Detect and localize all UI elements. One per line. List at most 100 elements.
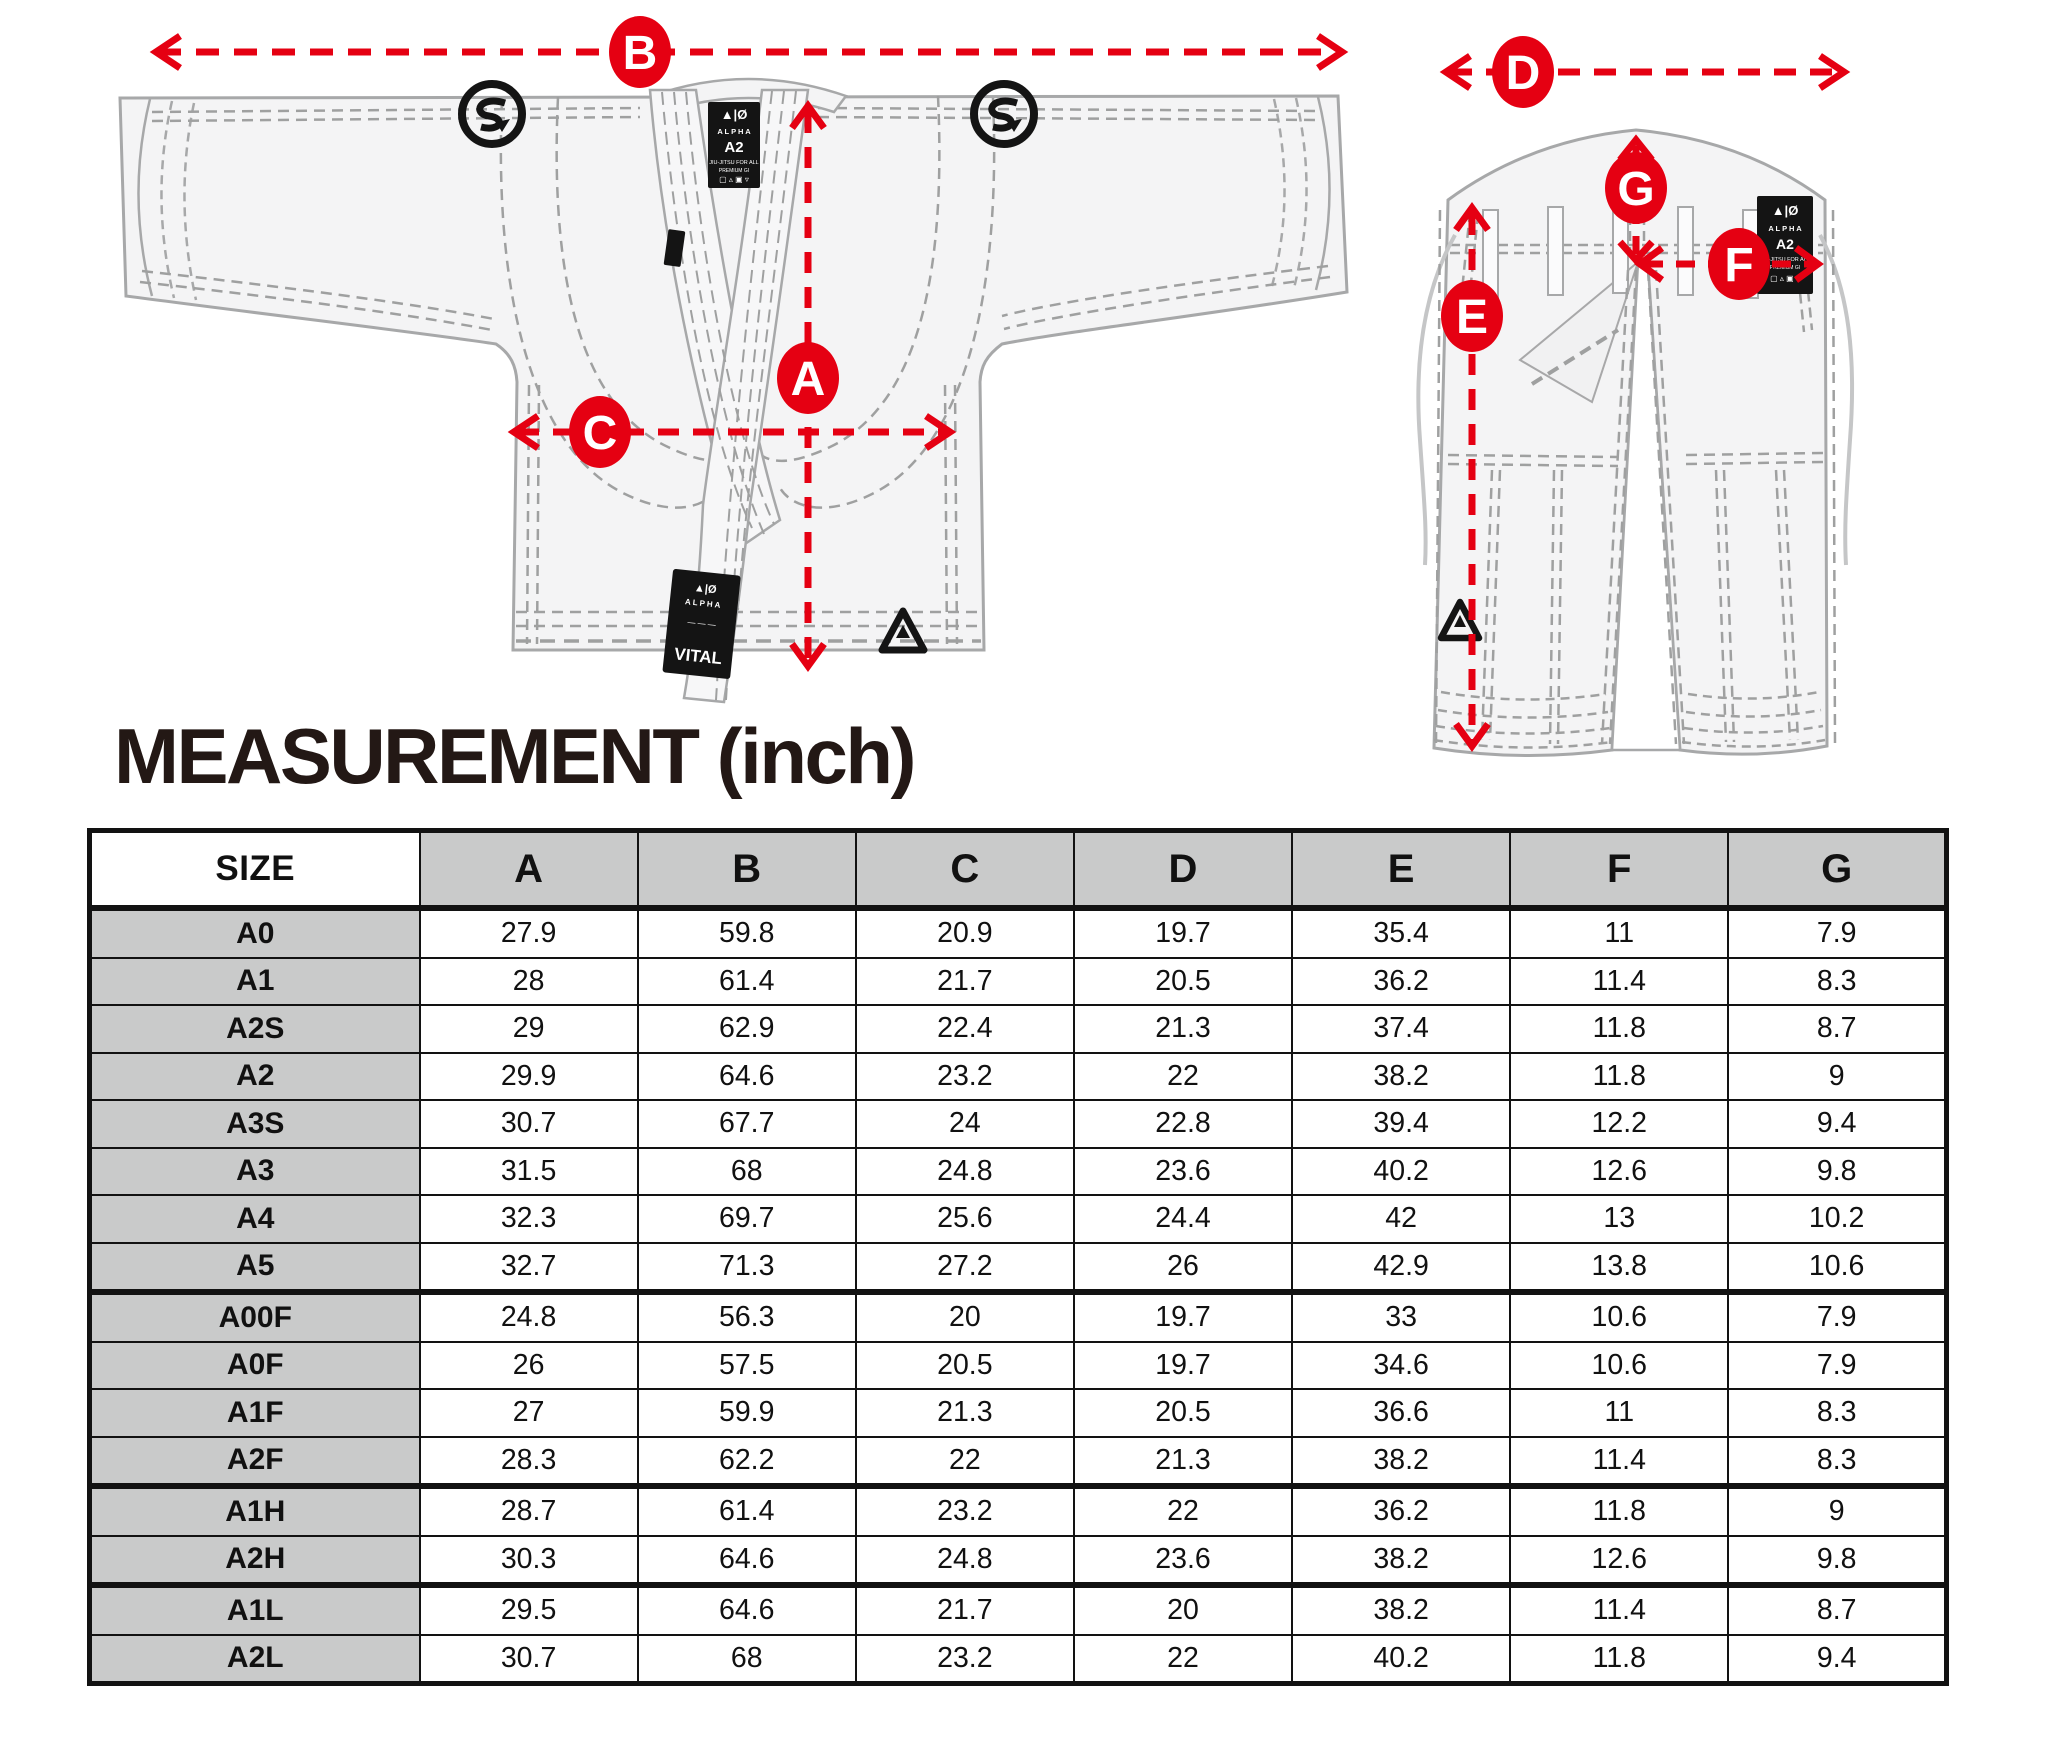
value-cell-D: 22 [1072, 1633, 1294, 1685]
value-cell-C: 20 [854, 1289, 1075, 1343]
value-cell-B: 68 [636, 1146, 857, 1196]
value-cell-C: 22 [854, 1435, 1075, 1487]
value-cell-E: 39.4 [1291, 1099, 1512, 1149]
collar-tag-line2: PREMIUM GI [719, 168, 749, 174]
table-row-A00F: A00F 24.8 56.3 20 19.7 33 10.6 7.9 [88, 1289, 1948, 1343]
value-cell-F: 13 [1509, 1194, 1730, 1244]
pants-tag-line2: PREMIUM GI [1770, 265, 1800, 271]
table-row-A1H: A1H 28.7 61.4 23.2 22 36.2 11.8 9 [88, 1483, 1948, 1537]
jacket-triangle-logo [878, 607, 928, 654]
gusset-seam [1530, 328, 1620, 386]
value-cell-A: 28 [418, 956, 639, 1006]
value-cell-C: 23.2 [854, 1051, 1075, 1101]
pants-stitches [1434, 209, 1837, 745]
marker-g: G [1605, 152, 1667, 224]
size-cell: A2H [88, 1534, 421, 1586]
table-row-A1F: A1F 27 59.9 21.3 20.5 36.6 11 8.3 [88, 1388, 1948, 1438]
marker-f: F [1708, 228, 1770, 300]
value-cell-G: 9.4 [1727, 1633, 1948, 1685]
value-cell-C: 24.8 [854, 1146, 1075, 1196]
marker-a: A [777, 342, 839, 414]
value-cell-G: 8.7 [1727, 1004, 1948, 1054]
value-cell-E: 42.9 [1291, 1241, 1512, 1293]
table-row-A3: A3 31.5 68 24.8 23.6 40.2 12.6 9.8 [88, 1146, 1948, 1196]
value-cell-B: 68 [636, 1633, 857, 1685]
value-cell-E: 38.2 [1291, 1435, 1512, 1487]
value-cell-B: 64.6 [636, 1582, 857, 1636]
value-cell-B: 61.4 [636, 956, 857, 1006]
table-row-A3S: A3S 30.7 67.7 24 22.8 39.4 12.2 9.4 [88, 1099, 1948, 1149]
value-cell-C: 24.8 [854, 1534, 1075, 1586]
value-cell-E: 40.2 [1291, 1146, 1512, 1196]
value-cell-A: 26 [418, 1340, 639, 1390]
measure-arrow-d [1439, 53, 1851, 91]
value-cell-E: 40.2 [1291, 1633, 1512, 1685]
pants-tag-size: A2 [1776, 236, 1794, 252]
value-cell-C: 25.6 [854, 1194, 1075, 1244]
value-cell-G: 8.3 [1727, 1435, 1948, 1487]
value-cell-B: 62.2 [636, 1435, 857, 1487]
value-cell-D: 22 [1072, 1051, 1294, 1101]
value-cell-G: 7.9 [1727, 1340, 1948, 1390]
value-cell-D: 21.3 [1072, 1435, 1294, 1487]
value-cell-G: 7.9 [1727, 1289, 1948, 1343]
pants-hip-tag: ▲|Ø A L P H A A2 JIU-JITSU FOR ALL PREMI… [1757, 196, 1813, 294]
value-cell-D: 19.7 [1072, 1340, 1294, 1390]
value-cell-A: 29 [418, 1004, 639, 1054]
pants-tag-line1: JIU-JITSU FOR ALL [1760, 257, 1810, 263]
value-cell-B: 69.7 [636, 1194, 857, 1244]
value-cell-B: 56.3 [636, 1289, 857, 1343]
value-cell-F: 10.6 [1509, 1340, 1730, 1390]
value-cell-F: 11.8 [1509, 1051, 1730, 1101]
size-cell: A2F [88, 1435, 421, 1487]
size-cell: A4 [88, 1194, 421, 1244]
value-cell-G: 9 [1727, 1051, 1948, 1101]
belt-tag-brand: ALPHA [685, 597, 723, 610]
size-cell: A2S [88, 1004, 421, 1054]
marker-g-letter: G [1617, 163, 1654, 216]
pants-cuffs [1433, 690, 1826, 749]
measurement-markers: B A C D G F E [569, 16, 1770, 468]
value-cell-A: 27.9 [418, 907, 639, 959]
value-cell-F: 11.8 [1509, 1004, 1730, 1054]
size-cell: A1L [88, 1582, 421, 1636]
size-cell: A1F [88, 1388, 421, 1438]
value-cell-D: 23.6 [1072, 1146, 1294, 1196]
size-cell: A00F [88, 1289, 421, 1343]
value-cell-A: 30.7 [418, 1099, 639, 1149]
measure-arrow-f [1634, 245, 1824, 283]
value-cell-D: 21.3 [1072, 1004, 1294, 1054]
table-row-A0F: A0F 26 57.5 20.5 19.7 34.6 10.6 7.9 [88, 1340, 1948, 1390]
value-cell-E: 38.2 [1291, 1582, 1512, 1636]
pants-drawstrings [1416, 234, 1855, 566]
size-cell: A3 [88, 1146, 421, 1196]
value-cell-G: 8.3 [1727, 956, 1948, 1006]
belt-tag-divider: — — — [687, 618, 716, 630]
size-diagram: ▲|Ø A L P H A A2 JIU-JITSU FOR ALL PREMI… [118, 16, 1855, 758]
belt-tag-name: VITAL [673, 644, 723, 668]
value-cell-F: 11 [1509, 1388, 1730, 1438]
value-cell-C: 20.9 [854, 907, 1075, 959]
column-header-C: C [854, 829, 1075, 911]
value-cell-B: 64.6 [636, 1051, 857, 1101]
size-cell: A3S [88, 1099, 421, 1149]
value-cell-A: 28.7 [418, 1483, 639, 1537]
value-cell-A: 32.7 [418, 1241, 639, 1293]
lapel-stitches [661, 90, 797, 701]
size-cell: A2 [88, 1051, 421, 1101]
value-cell-A: 24.8 [418, 1289, 639, 1343]
value-cell-A: 28.3 [418, 1435, 639, 1487]
value-cell-C: 21.7 [854, 956, 1075, 1006]
table-body: A0 27.9 59.8 20.9 19.7 35.4 11 7.9 A1 28 61.4 21.7 2… [88, 907, 1948, 1685]
value-cell-E: 34.6 [1291, 1340, 1512, 1390]
measure-arrow-b [149, 33, 1349, 71]
value-cell-G: 9.8 [1727, 1534, 1948, 1586]
value-cell-A: 31.5 [418, 1146, 639, 1196]
value-cell-D: 20.5 [1072, 1388, 1294, 1438]
pants-tag-logo: ▲|Ø [1772, 203, 1799, 218]
marker-e-letter: E [1456, 291, 1488, 344]
value-cell-G: 10.2 [1727, 1194, 1948, 1244]
value-cell-F: 11 [1509, 907, 1730, 959]
marker-b-letter: B [623, 27, 658, 80]
value-cell-D: 24.4 [1072, 1194, 1294, 1244]
